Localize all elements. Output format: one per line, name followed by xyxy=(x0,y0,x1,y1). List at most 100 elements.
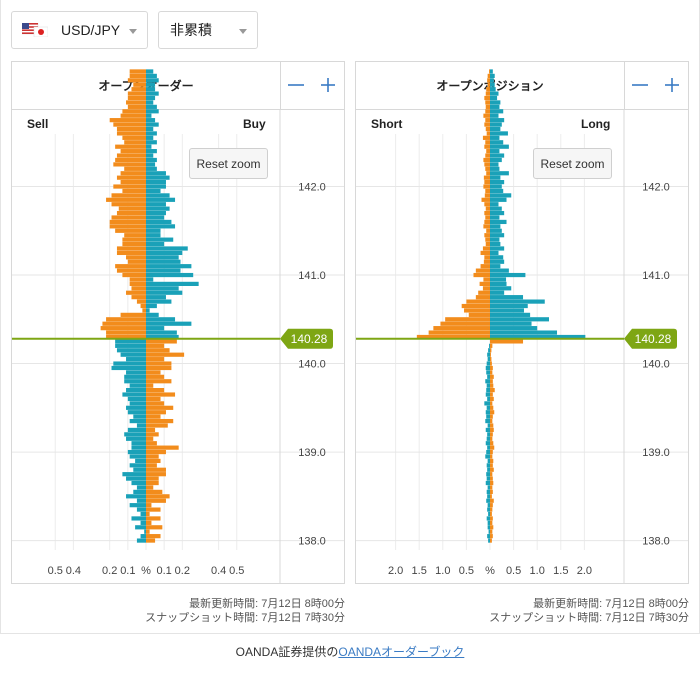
currency-pair-select[interactable]: USD/JPY xyxy=(11,11,148,49)
bar-long xyxy=(490,458,494,464)
snapshot-time: スナップショット時間: 7月12日 7時30分 xyxy=(145,612,345,624)
us-jp-flag-icon xyxy=(21,22,49,38)
bar-short xyxy=(485,365,490,371)
zoom-out-button[interactable] xyxy=(285,74,307,96)
sell-label: Sell xyxy=(27,117,49,131)
bar-long xyxy=(490,538,492,543)
bar-long xyxy=(490,100,501,105)
bar-short xyxy=(485,109,490,114)
y-tick-label: 141.0 xyxy=(298,270,326,282)
bar-buy xyxy=(146,330,177,335)
bar-long xyxy=(490,503,493,508)
bar-long xyxy=(490,485,493,490)
bar-long xyxy=(490,95,498,101)
bar-long xyxy=(490,312,531,317)
bar-buy xyxy=(146,418,174,424)
bar-short xyxy=(487,423,490,428)
bar-short xyxy=(487,445,490,450)
bar-sell xyxy=(109,224,146,229)
bar-sell xyxy=(100,326,146,331)
bar-sell xyxy=(115,339,146,344)
bar-sell xyxy=(129,281,146,286)
bar-long xyxy=(490,423,494,428)
bar-short xyxy=(486,414,490,419)
bar-short xyxy=(479,281,490,286)
bar-buy xyxy=(146,348,170,353)
bar-sell xyxy=(129,73,146,78)
bar-buy xyxy=(146,441,157,446)
bar-sell xyxy=(116,126,146,132)
x-tick-label: 0.5 xyxy=(229,565,244,577)
bar-long xyxy=(490,449,493,455)
bar-sell xyxy=(140,534,146,539)
reset-zoom-button[interactable]: Reset zoom xyxy=(189,148,268,179)
bar-sell xyxy=(116,268,146,273)
bar-sell xyxy=(111,365,146,371)
reset-zoom-button[interactable]: Reset zoom xyxy=(533,148,612,179)
bar-sell xyxy=(118,206,146,211)
bar-sell xyxy=(122,109,146,114)
bar-long xyxy=(490,118,505,123)
bar-buy xyxy=(146,498,166,503)
x-tick-label: 0.2 xyxy=(102,565,117,577)
bar-buy xyxy=(146,264,192,269)
orderbook-link[interactable]: OANDAオーダーブック xyxy=(338,645,465,659)
bar-sell xyxy=(126,476,146,481)
bar-short xyxy=(484,210,490,216)
bar-short xyxy=(487,352,490,357)
bar-short xyxy=(485,392,490,397)
bar-buy xyxy=(146,290,183,295)
y-tick-label: 142.0 xyxy=(298,182,326,194)
bar-short xyxy=(486,370,490,375)
bar-short xyxy=(484,180,490,185)
bar-short xyxy=(485,126,490,132)
zoom-in-button[interactable] xyxy=(661,74,683,96)
bar-sell xyxy=(115,157,146,163)
position-book-chart[interactable]: 142.0 141.0 140.0 139.0 138.0 140.28 2.0 1.5 1.0… xyxy=(356,62,688,583)
bar-sell xyxy=(115,228,146,233)
bar-long xyxy=(490,401,493,406)
bar-long xyxy=(490,219,507,225)
bar-short xyxy=(488,529,490,534)
bar-long xyxy=(490,330,558,335)
bar-buy xyxy=(146,312,159,317)
bar-buy xyxy=(146,87,156,92)
bar-buy xyxy=(146,374,165,379)
bar-sell xyxy=(131,87,146,92)
bar-sell xyxy=(136,485,146,490)
zoom-in-button[interactable] xyxy=(317,74,339,96)
bar-buy xyxy=(146,197,176,202)
bar-buy xyxy=(146,520,152,525)
bar-sell xyxy=(111,202,146,207)
bar-sell xyxy=(122,472,146,477)
bar-short xyxy=(480,264,490,269)
bar-sell xyxy=(120,171,146,176)
credit-prefix: OANDA証券提供の xyxy=(235,645,339,659)
bar-sell xyxy=(129,418,146,424)
bar-sell xyxy=(135,525,146,530)
bar-sell xyxy=(131,441,146,446)
bar-long xyxy=(490,197,507,202)
x-tick-label: 0.2 xyxy=(175,565,190,577)
bar-short xyxy=(485,418,490,424)
mode-select[interactable]: 非累積 xyxy=(158,11,258,49)
bar-sell xyxy=(111,193,146,198)
bar-long xyxy=(490,317,549,322)
bar-buy xyxy=(146,78,159,83)
bar-sell xyxy=(131,445,146,450)
bar-short xyxy=(445,317,490,322)
bar-buy xyxy=(146,436,154,441)
chevron-down-icon xyxy=(239,29,247,34)
bar-short xyxy=(489,69,490,74)
bar-long xyxy=(490,166,500,171)
zoom-out-button[interactable] xyxy=(629,74,651,96)
bar-buy xyxy=(146,396,161,402)
y-tick-label: 139.0 xyxy=(298,447,326,459)
bar-buy xyxy=(146,534,161,539)
bar-buy xyxy=(146,476,159,481)
bar-buy xyxy=(146,131,157,136)
bar-long xyxy=(490,281,507,286)
x-tick-label: 0.1 xyxy=(120,565,135,577)
bar-sell xyxy=(126,405,146,410)
